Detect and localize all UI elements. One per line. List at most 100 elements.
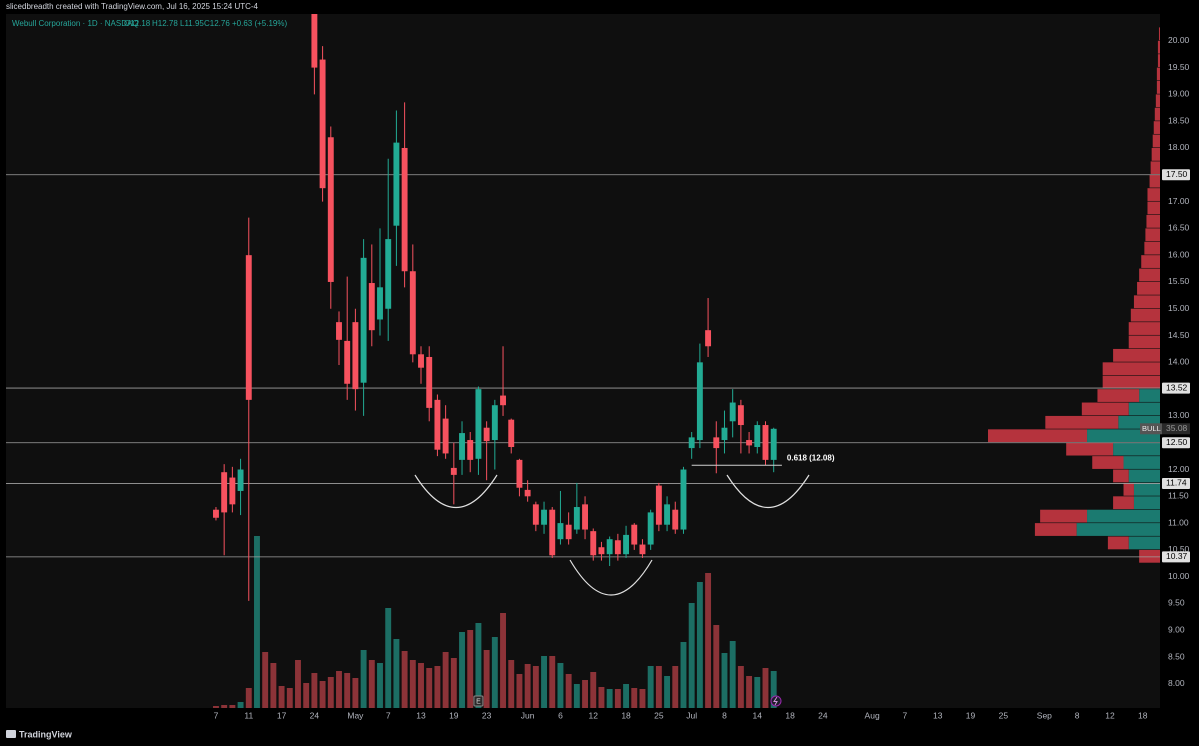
profile-down (1130, 308, 1160, 322)
x-tick-label: 25 (999, 710, 1009, 720)
volume-bar (623, 684, 630, 708)
profile-down (1141, 255, 1160, 268)
legend-low: L11.95 (180, 19, 204, 28)
level-label: 17.50 (1166, 169, 1188, 179)
annotations: 0.618 (12.08) E (473, 453, 835, 707)
candle-body (688, 437, 695, 449)
volume-bar (434, 666, 441, 708)
candle-body (409, 271, 416, 355)
profile-down (1156, 67, 1160, 81)
candle-body (483, 427, 490, 442)
plot-area (6, 14, 1160, 708)
candle-body (401, 147, 408, 272)
volume (213, 536, 777, 708)
candle-body (582, 504, 589, 530)
candle-body (311, 14, 318, 68)
volume-bar (508, 660, 515, 708)
volume-bar (475, 623, 482, 708)
candle-body (557, 523, 564, 540)
x-tick-label: 19 (966, 710, 976, 720)
earnings-label: E (476, 698, 481, 705)
volume-bar (729, 641, 736, 708)
candle-body (713, 437, 720, 449)
y-tick-label: 19.50 (1168, 62, 1190, 72)
volume-bar (254, 536, 260, 708)
candle-body (672, 509, 679, 530)
candle-body (623, 534, 630, 555)
volume-bar (426, 668, 433, 708)
volume-bar (606, 689, 613, 708)
footer: TradingView (6, 729, 73, 739)
candle-body (385, 239, 392, 309)
x-tick-label: 14 (753, 710, 763, 720)
legend-change: +0.63 (+5.19%) (232, 19, 287, 28)
levels (6, 174, 1160, 558)
volume-bar (770, 671, 777, 708)
volume-bar (590, 672, 597, 708)
profile-down (1107, 536, 1129, 550)
volume-bar (221, 705, 228, 708)
profile-down (1133, 295, 1160, 309)
y-tick-label: 8.00 (1168, 678, 1185, 688)
x-tick-label: 24 (818, 710, 828, 720)
volume-bar (377, 663, 383, 708)
profile-down (1113, 348, 1160, 362)
volume-bar (450, 658, 457, 708)
volume-bar (459, 632, 465, 708)
volume-bar (418, 663, 424, 708)
volume-bar (737, 666, 744, 708)
level-box (1162, 169, 1190, 181)
profile-up (1123, 456, 1160, 469)
profile-down (1152, 134, 1160, 148)
y-tick-label: 11.50 (1168, 491, 1189, 501)
candle-body (705, 330, 712, 347)
profile-down (988, 429, 1088, 443)
profile-down (1150, 161, 1160, 175)
volume-bar (278, 686, 285, 708)
volume-bar (532, 666, 539, 708)
candle-body (664, 504, 671, 525)
profile-down (1158, 27, 1160, 41)
legend-high: H12.78 (152, 19, 178, 28)
y-tick-label: 17.00 (1168, 196, 1190, 206)
x-tick-label: 12 (589, 710, 599, 720)
x-tick-label: 24 (310, 710, 320, 720)
profile-down (1102, 362, 1160, 376)
y-tick-label: 14.00 (1168, 357, 1190, 367)
profile-down (1066, 442, 1114, 456)
candle-body (229, 477, 236, 505)
y-tick-label: 13.00 (1168, 410, 1190, 420)
volume-bar (336, 671, 342, 708)
profile-down (1155, 94, 1160, 108)
candle-body (532, 504, 539, 525)
cup-left (414, 474, 498, 509)
candle-body (680, 469, 687, 530)
volume-bar (442, 652, 449, 708)
profile-down (1147, 201, 1160, 215)
profile-down (1123, 482, 1134, 496)
candle-body (647, 512, 654, 545)
candle-body (221, 472, 228, 513)
volume-bar (245, 688, 252, 708)
x-tick-label: 12 (1105, 710, 1115, 720)
profile-up (1076, 523, 1160, 536)
candle-body (368, 283, 375, 331)
candle-body (655, 485, 662, 525)
candle-body (213, 509, 219, 518)
candle-body (573, 507, 580, 530)
volume-bar (549, 656, 556, 708)
y-tick-label: 19.00 (1168, 89, 1190, 99)
volume-bar (762, 668, 769, 708)
volume-bar (631, 688, 638, 708)
profile-up (1139, 389, 1160, 402)
volume-bar (582, 680, 589, 708)
profile-down (1139, 268, 1160, 282)
profile-down (1128, 335, 1160, 349)
candle-body (631, 524, 638, 545)
candle-body (590, 531, 597, 556)
volume-bar (557, 663, 564, 708)
cup-right (726, 474, 810, 509)
candle-body (459, 433, 465, 460)
x-tick-label: 17 (277, 710, 287, 720)
volume-bar (647, 666, 654, 708)
